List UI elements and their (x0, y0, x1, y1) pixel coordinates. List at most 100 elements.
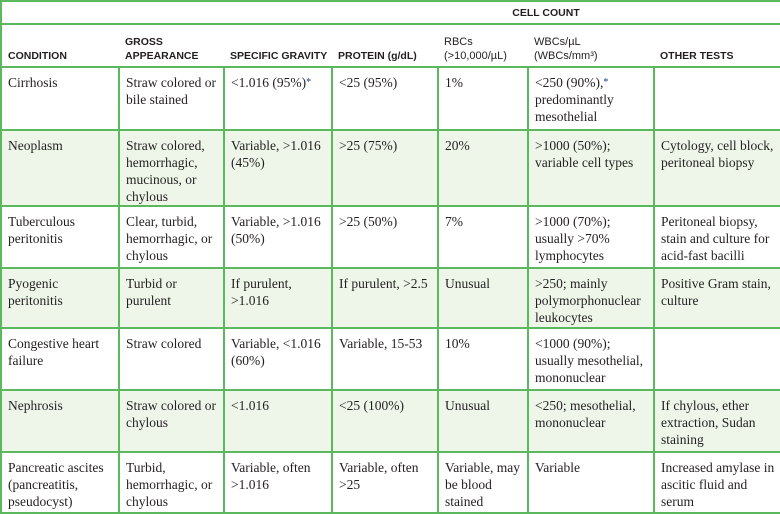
cell-protein: <25 (95%) (331, 66, 439, 131)
appearance-text: Straw colored or bile stained (126, 75, 216, 107)
condition-text: Nephrosis (8, 398, 63, 413)
other-text: Peritoneal biopsy, stain and culture for… (661, 214, 770, 263)
gravity-text: Variable, >1.016 (45%) (231, 138, 321, 170)
cell-wbc: Variable (526, 451, 656, 514)
cell-wbc: >1000 (70%); usually >70% lymphocytes (526, 205, 656, 269)
cell-gravity: Variable, >1.016 (45%) (223, 129, 333, 207)
cell-protein: >25 (75%) (331, 129, 439, 207)
cell-rbc: 10% (437, 327, 529, 391)
header-rbc-line2: (>10,000/µL) (444, 50, 507, 62)
gravity-text: If purulent, >1.016 (231, 276, 292, 308)
wbc-text-cont: predominantly mesothelial (535, 92, 614, 124)
header-wbc-line1: WBCs/µL (534, 36, 581, 48)
cell-gravity: Variable, <1.016 (60%) (223, 327, 333, 391)
cell-condition: Nephrosis (0, 389, 120, 453)
cell-condition: Tuberculous peritonitis (0, 205, 120, 269)
gravity-text: Variable, often >1.016 (231, 460, 311, 492)
protein-text: <25 (95%) (339, 75, 398, 90)
rbc-text: 10% (445, 336, 470, 351)
cell-gravity: If purulent, >1.016 (223, 267, 333, 329)
cell-gravity: <1.016 (95%)* (223, 66, 333, 131)
gravity-text: Variable, >1.016 (50%) (231, 214, 321, 246)
header-rbc-line1: RBCs (444, 36, 473, 48)
header-wbc-line2: (WBCs/mm³) (534, 50, 598, 62)
cell-rbc: 1% (437, 66, 529, 131)
footnote-marker: * (603, 77, 609, 88)
rbc-text: Variable, may be blood stained (445, 460, 520, 509)
cell-appearance: Clear, turbid, hemorrhagic, or chylous (118, 205, 225, 269)
header-rbcs: RBCs (>10,000/µL) (438, 23, 528, 68)
table-row: Nephrosis Straw colored or chylous <1.016 <… (0, 389, 780, 453)
cell-condition: Pyogenic peritonitis (0, 267, 120, 329)
header-gross-line1: GROSS (125, 36, 163, 48)
cell-wbc: <1000 (90%); usually mesothelial, mononu… (526, 327, 656, 391)
rbc-text: 7% (445, 214, 463, 229)
header-condition: CONDITION (0, 23, 119, 68)
appearance-text: Straw colored or chylous (126, 398, 216, 430)
cell-condition: Congestive heart failure (0, 327, 120, 391)
gravity-text: <1.016 (231, 398, 269, 413)
cell-other (653, 327, 780, 391)
table-row: Pancreatic ascites (pancreatitis, pseudo… (0, 451, 780, 514)
condition-text: Pancreatic ascites (pancreatitis, pseudo… (8, 460, 104, 509)
table-row: Tuberculous peritonitis Clear, turbid, he… (0, 205, 780, 269)
gravity-text: Variable, <1.016 (60%) (231, 336, 321, 368)
wbc-text: <250 (90%), (535, 75, 604, 90)
header-other-tests: OTHER TESTS (654, 23, 780, 68)
other-text: Increased amylase in ascitic fluid and s… (661, 460, 775, 509)
appearance-text: Turbid, hemorrhagic, or chylous (126, 460, 213, 509)
protein-text: Variable, 15-53 (339, 336, 423, 351)
cell-appearance: Straw colored or chylous (118, 389, 225, 453)
cell-gravity: <1.016 (223, 389, 333, 453)
cell-appearance: Turbid, hemorrhagic, or chylous (118, 451, 225, 514)
cell-condition: Neoplasm (0, 129, 120, 207)
cell-wbc: <250 (90%),* predominantly mesothelial (526, 66, 656, 131)
protein-text: If purulent, >2.5 (339, 276, 428, 291)
cell-protein: <25 (100%) (331, 389, 439, 453)
cell-other: Cytology, cell block, peritoneal biopsy (653, 129, 780, 207)
wbc-text: >250; mainly polymorphonuclear leukocyte… (535, 276, 641, 325)
protein-text: Variable, often >25 (339, 460, 419, 492)
rbc-text: 20% (445, 138, 470, 153)
table-row: Pyogenic peritonitis Turbid or purulent If… (0, 267, 780, 329)
cell-other: If chylous, ether extraction, Sudan stai… (653, 389, 780, 453)
appearance-text: Clear, turbid, hemorrhagic, or chylous (126, 214, 213, 263)
cell-protein: Variable, 15-53 (331, 327, 439, 391)
appearance-text: Turbid or purulent (126, 276, 177, 308)
header-cell-count: CELL COUNT (438, 0, 655, 25)
header-specific-gravity: SPECIFIC GRAVITY (224, 23, 332, 68)
cell-gravity: Variable, >1.016 (50%) (223, 205, 333, 269)
header-wbcs: WBCs/µL (WBCs/mm³) (528, 23, 655, 68)
header-spacer (0, 0, 438, 24)
protein-text: <25 (100%) (339, 398, 404, 413)
cell-other: Positive Gram stain, culture (653, 267, 780, 329)
cell-other (653, 66, 780, 131)
cell-wbc: >250; mainly polymorphonuclear leukocyte… (526, 267, 656, 329)
table-row: Congestive heart failure Straw colored Var… (0, 327, 780, 391)
wbc-text: >1000 (50%); variable cell types (535, 138, 634, 170)
other-text: Cytology, cell block, peritoneal biopsy (661, 138, 774, 170)
condition-text: Cirrhosis (8, 75, 58, 90)
rbc-text: Unusual (445, 398, 490, 413)
cell-appearance: Straw colored, hemorrhagic, mucinous, or… (118, 129, 225, 207)
appearance-text: Straw colored, hemorrhagic, mucinous, or… (126, 138, 205, 204)
cell-rbc: 7% (437, 205, 529, 269)
condition-text: Congestive heart failure (8, 336, 100, 368)
condition-text: Pyogenic peritonitis (8, 276, 63, 308)
cell-appearance: Straw colored or bile stained (118, 66, 225, 131)
table-row: Cirrhosis Straw colored or bile stained <1… (0, 66, 780, 131)
header-gross-line2: APPEARANCE (125, 50, 199, 62)
cell-condition: Cirrhosis (0, 66, 120, 131)
cell-condition: Pancreatic ascites (pancreatitis, pseudo… (0, 451, 120, 514)
cell-appearance: Straw colored (118, 327, 225, 391)
cell-protein: If purulent, >2.5 (331, 267, 439, 329)
appearance-text: Straw colored (126, 336, 202, 351)
protein-text: >25 (50%) (339, 214, 398, 229)
rbc-text: Unusual (445, 276, 490, 291)
other-text: If chylous, ether extraction, Sudan stai… (661, 398, 756, 447)
other-text: Positive Gram stain, culture (661, 276, 771, 308)
cell-rbc: Unusual (437, 267, 529, 329)
rbc-text: 1% (445, 75, 463, 90)
wbc-text: >1000 (70%); usually >70% lymphocytes (535, 214, 611, 263)
